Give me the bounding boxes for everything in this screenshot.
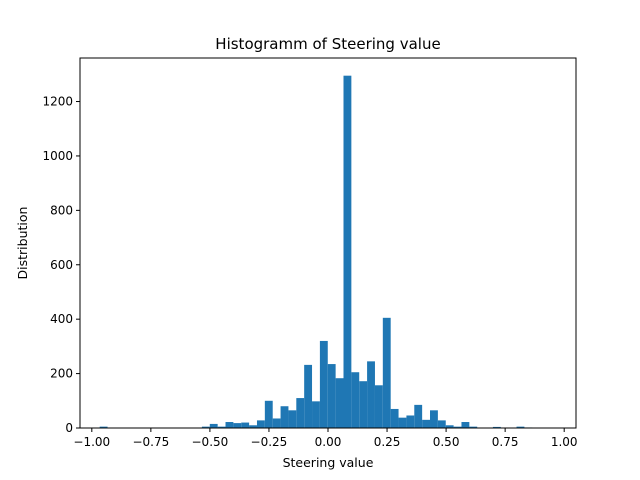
histogram-bar	[256, 420, 265, 428]
histogram-bar	[272, 418, 281, 428]
histogram-bar	[422, 419, 431, 428]
histogram-bar	[359, 381, 368, 428]
histogram-bar	[280, 406, 289, 428]
histogram-bar	[445, 425, 454, 428]
histogram-bar	[319, 340, 328, 428]
histogram-bar	[201, 426, 210, 428]
histogram-bar	[516, 426, 525, 428]
y-tick-label: 600	[50, 258, 73, 272]
x-tick-label: −0.25	[251, 435, 288, 449]
y-tick-label: 1200	[42, 95, 73, 109]
bars-group	[99, 75, 533, 428]
chart-title: Histogramm of Steering value	[215, 35, 440, 53]
histogram-bar	[312, 401, 320, 428]
histogram-bar	[327, 364, 336, 428]
x-tick-label: −0.50	[192, 435, 229, 449]
histogram-bar	[437, 420, 446, 428]
y-axis-title: Distribution	[15, 207, 30, 280]
histogram-bar	[382, 317, 391, 428]
histogram-bar	[492, 426, 501, 428]
y-tick-label: 1000	[42, 149, 73, 163]
histogram-bar	[453, 426, 462, 428]
y-tick-label: 400	[50, 312, 73, 326]
histogram-bar	[249, 425, 257, 428]
y-axis: 0 200 400 600 800 1000 1200	[42, 95, 80, 435]
histogram-bar	[241, 422, 250, 428]
x-axis-title: Steering value	[283, 455, 374, 470]
histogram-bar	[390, 408, 399, 428]
histogram-bar	[225, 422, 234, 428]
x-tick-label: 0.25	[374, 435, 401, 449]
y-tick-label: 0	[65, 421, 73, 435]
x-tick-label: −1.00	[73, 435, 110, 449]
x-tick-label: 1.00	[551, 435, 578, 449]
histogram-bar	[233, 423, 242, 428]
histogram-bar	[99, 426, 108, 428]
histogram-bar	[217, 426, 226, 428]
x-tick-label: 0.75	[492, 435, 519, 449]
histogram-bar	[430, 410, 438, 428]
y-tick-label: 200	[50, 367, 73, 381]
histogram-bar	[461, 422, 470, 428]
histogram-bar	[209, 423, 218, 428]
histogram-bar	[264, 400, 273, 428]
y-tick-label: 800	[50, 203, 73, 217]
histogram-bar	[414, 404, 423, 428]
histogram-bar	[469, 426, 478, 428]
histogram-bar	[351, 372, 360, 428]
histogram-bar	[296, 398, 305, 428]
x-tick-label: −0.75	[132, 435, 169, 449]
histogram-bar	[304, 364, 313, 428]
histogram-bar	[288, 410, 297, 428]
histogram-bar	[367, 361, 375, 428]
histogram-bar	[374, 385, 383, 428]
histogram-bar	[406, 415, 415, 428]
x-axis: −1.00 −0.75 −0.50 −0.25 0.00 0.25 0.50 0.75 1.00	[73, 428, 578, 449]
histogram-bar	[335, 378, 344, 428]
histogram-bar	[343, 75, 352, 428]
histogram-bar	[398, 417, 407, 428]
x-tick-label: 0.50	[433, 435, 460, 449]
x-tick-label: 0.00	[315, 435, 342, 449]
